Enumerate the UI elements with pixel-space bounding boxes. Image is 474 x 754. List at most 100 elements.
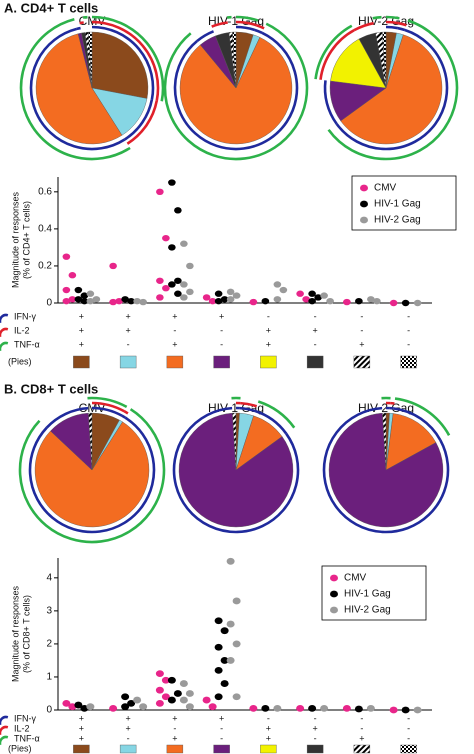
sign: + <box>359 339 364 349</box>
data-point <box>226 296 235 303</box>
sign: - <box>127 339 130 349</box>
pie-key <box>353 744 371 754</box>
data-point <box>186 288 194 296</box>
data-point <box>174 290 182 297</box>
pie-key <box>400 355 417 369</box>
sign: + <box>125 311 130 321</box>
data-point <box>232 693 241 701</box>
data-point <box>86 297 95 305</box>
data-point <box>156 188 164 196</box>
data-point <box>389 706 398 714</box>
data-point <box>279 286 288 294</box>
y-tick-label: 0 <box>46 298 52 309</box>
cytokine-arc <box>196 30 215 43</box>
data-point <box>302 296 310 303</box>
sign: - <box>267 713 270 723</box>
sign: + <box>172 733 177 743</box>
cytokine-arc <box>319 29 355 80</box>
legend-label: CMV <box>344 573 367 584</box>
cytokine-arc <box>397 26 406 32</box>
data-point <box>296 704 305 712</box>
data-point <box>373 297 381 305</box>
data-point <box>208 297 217 305</box>
data-point <box>92 296 101 303</box>
legend-marker <box>330 574 338 582</box>
data-point <box>261 704 270 712</box>
cytokine-arc <box>121 414 126 419</box>
sign: - <box>127 733 130 743</box>
row-label: IL-2 <box>14 325 30 335</box>
data-point <box>401 299 410 307</box>
data-point <box>109 704 118 712</box>
legend-box <box>321 565 427 621</box>
cytokine-arc <box>235 15 259 22</box>
sign: - <box>314 713 317 723</box>
row-icon <box>0 715 9 725</box>
row-label: IFN-γ <box>14 713 36 723</box>
row-icon <box>0 327 9 337</box>
data-point <box>185 703 194 711</box>
data-point <box>220 657 229 664</box>
cytokine-arc <box>235 20 257 27</box>
sign: - <box>407 713 410 723</box>
sign: + <box>359 733 364 743</box>
data-point <box>109 298 117 306</box>
cytokine-arc <box>173 31 299 151</box>
y-tick-label: 4 <box>46 572 52 583</box>
data-point <box>326 297 334 305</box>
cytokine-arc <box>163 22 309 161</box>
data-point <box>354 705 363 713</box>
cytokine-arc <box>255 23 265 30</box>
data-point <box>320 292 328 299</box>
pie-slice <box>232 31 237 89</box>
data-point <box>355 297 363 305</box>
data-point <box>139 298 147 306</box>
data-point <box>202 696 211 704</box>
data-point <box>156 294 164 301</box>
pie-slice <box>34 421 150 528</box>
sign: - <box>407 325 410 335</box>
data-point <box>162 234 170 242</box>
data-point <box>413 706 422 714</box>
pie-key <box>213 355 230 369</box>
data-point <box>62 286 71 294</box>
y-axis-label: (% of CD4+ T cells) <box>21 201 31 279</box>
pie-key <box>73 744 90 754</box>
sign: - <box>267 311 270 321</box>
sign: - <box>360 713 363 723</box>
cytokine-arc <box>254 409 288 435</box>
cytokine-arc <box>327 19 459 161</box>
data-point <box>214 666 223 674</box>
data-point <box>202 294 211 301</box>
pie-key <box>213 744 230 754</box>
y-tick-label: 0.6 <box>38 186 52 197</box>
data-point <box>174 277 182 284</box>
data-point <box>179 680 188 687</box>
data-point <box>68 296 77 303</box>
data-point <box>343 298 351 306</box>
pie-slice <box>178 412 294 528</box>
sign: + <box>266 339 271 349</box>
data-point <box>174 207 182 214</box>
data-point <box>80 292 89 299</box>
cytokine-arc <box>353 21 374 32</box>
y-tick-label: 0.4 <box>38 224 52 235</box>
sign: - <box>407 723 410 733</box>
row-icon <box>0 725 9 735</box>
panel-title: A. CD4+ T cells <box>4 0 98 15</box>
sign: + <box>172 713 177 723</box>
legend-marker <box>330 590 338 598</box>
pie-key <box>73 355 90 369</box>
sign: + <box>312 325 317 335</box>
sign: - <box>407 339 410 349</box>
data-point <box>314 294 322 301</box>
row-icon <box>0 341 9 351</box>
data-point <box>74 701 83 709</box>
data-point <box>62 699 71 707</box>
y-tick-label: 0.2 <box>38 261 52 272</box>
data-point <box>68 703 77 711</box>
cytokine-arc <box>91 15 165 102</box>
data-point <box>173 690 182 697</box>
cytokine-arc <box>123 99 154 141</box>
pie-slice <box>232 412 237 471</box>
